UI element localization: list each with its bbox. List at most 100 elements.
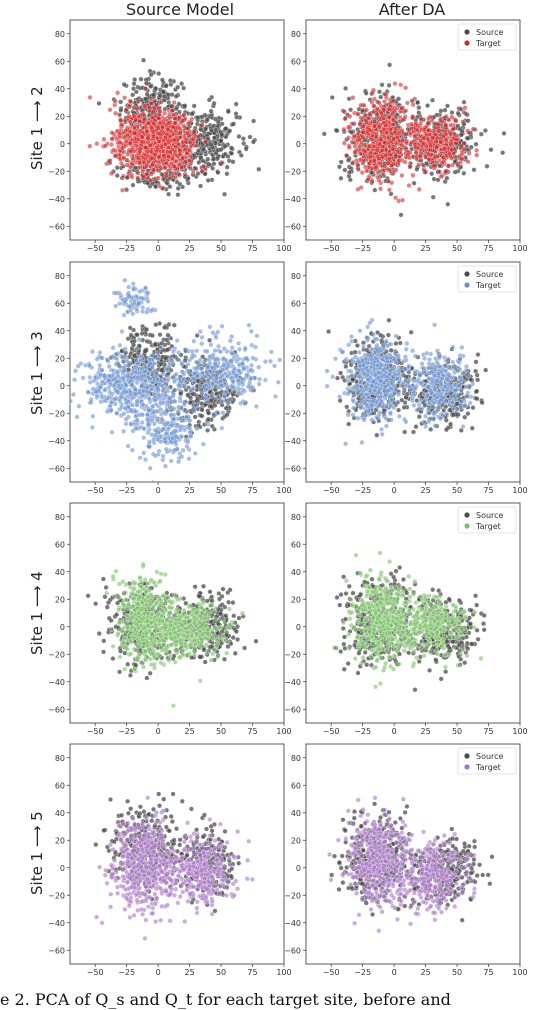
scatter-point bbox=[151, 167, 156, 173]
scatter-point bbox=[139, 331, 145, 336]
scatter-point bbox=[168, 458, 174, 464]
scatter-point bbox=[181, 376, 186, 382]
scatter-point bbox=[112, 153, 118, 159]
scatter-point bbox=[411, 180, 417, 186]
scatter-point bbox=[127, 119, 133, 125]
scatter-point bbox=[199, 413, 205, 419]
scatter-point bbox=[204, 370, 210, 376]
scatter-point bbox=[171, 164, 177, 169]
scatter-point bbox=[185, 121, 191, 127]
scatter-point bbox=[205, 421, 211, 427]
scatter-point bbox=[218, 383, 224, 388]
scatter-point bbox=[176, 350, 181, 355]
x-tick-label: 0 bbox=[392, 244, 397, 253]
scatter-point bbox=[97, 350, 103, 356]
scatter-point bbox=[171, 137, 177, 143]
x-tick-label: 50 bbox=[216, 486, 226, 495]
scatter-point bbox=[106, 373, 112, 379]
scatter-point bbox=[191, 338, 197, 344]
scatter-point bbox=[108, 142, 114, 148]
scatter-point bbox=[338, 370, 344, 376]
scatter-point bbox=[368, 170, 374, 176]
x-tick-label: 25 bbox=[184, 486, 194, 495]
scatter-point bbox=[155, 356, 161, 362]
scatter-point bbox=[114, 173, 120, 179]
scatter-point bbox=[160, 148, 166, 154]
scatter-point bbox=[438, 174, 444, 180]
scatter-point bbox=[147, 105, 152, 111]
scatter-point bbox=[461, 140, 467, 146]
scatter-point bbox=[139, 134, 145, 140]
scatter-point bbox=[137, 146, 143, 152]
scatter-point bbox=[123, 400, 129, 406]
scatter-point bbox=[349, 160, 355, 166]
x-tick-label: 100 bbox=[276, 244, 291, 253]
scatter-point bbox=[110, 345, 116, 351]
scatter-point bbox=[150, 333, 155, 338]
y-tick-label: −60 bbox=[48, 464, 65, 473]
scatter-point bbox=[176, 459, 182, 465]
scatter-point bbox=[200, 370, 205, 376]
scatter-point bbox=[120, 173, 126, 179]
scatter-point bbox=[179, 454, 185, 460]
scatter-point bbox=[141, 362, 147, 367]
scatter-point bbox=[181, 383, 186, 389]
scatter-point bbox=[453, 140, 459, 146]
scatter-point bbox=[229, 350, 235, 356]
scatter-point bbox=[367, 143, 372, 149]
scatter-point bbox=[500, 150, 506, 156]
scatter-point bbox=[195, 148, 201, 154]
scatter-point bbox=[382, 163, 388, 169]
scatter-point bbox=[430, 194, 436, 200]
scatter-point bbox=[363, 112, 369, 118]
scatter-point bbox=[243, 146, 249, 152]
scatter-point bbox=[193, 143, 199, 149]
scatter-point bbox=[376, 124, 382, 130]
scatter-point bbox=[189, 111, 195, 117]
scatter-point bbox=[126, 293, 132, 299]
y-tick-label: 60 bbox=[55, 299, 65, 308]
scatter-point bbox=[75, 363, 81, 369]
scatter-point bbox=[344, 404, 350, 410]
scatter-point bbox=[130, 156, 136, 161]
scatter-point bbox=[156, 154, 162, 160]
scatter-point bbox=[433, 139, 439, 145]
scatter-point bbox=[484, 163, 490, 169]
scatter-point bbox=[359, 140, 365, 146]
row-label-site-1-2: Site 1 ⟶ 2 bbox=[28, 86, 46, 170]
scatter-point bbox=[125, 443, 131, 449]
scatter-point bbox=[429, 171, 435, 177]
x-tick-label: 75 bbox=[247, 486, 257, 495]
scatter-point bbox=[397, 340, 403, 346]
scatter-point bbox=[148, 171, 154, 177]
scatter-point bbox=[390, 98, 396, 103]
scatter-point bbox=[145, 430, 151, 436]
scatter-point bbox=[210, 165, 216, 171]
y-tick-label: −20 bbox=[48, 409, 65, 418]
scatter-point bbox=[211, 135, 217, 141]
scatter-point bbox=[386, 82, 392, 88]
scatter-point bbox=[415, 145, 421, 151]
scatter-point bbox=[438, 108, 444, 114]
scatter-point bbox=[152, 397, 157, 403]
scatter-point bbox=[155, 125, 161, 131]
scatter-point bbox=[218, 349, 224, 355]
scatter-point bbox=[335, 375, 340, 381]
scatter-point bbox=[352, 349, 358, 355]
scatter-point bbox=[197, 329, 203, 335]
scatter-point bbox=[236, 378, 241, 384]
scatter-point bbox=[184, 444, 190, 450]
scatter-point bbox=[210, 381, 215, 386]
scatter-point bbox=[203, 126, 209, 132]
scatter-point bbox=[326, 329, 332, 334]
scatter-point bbox=[229, 345, 235, 351]
scatter-point bbox=[157, 108, 163, 114]
scatter-point bbox=[416, 110, 422, 116]
scatter-point bbox=[403, 85, 409, 91]
scatter-point bbox=[156, 163, 162, 169]
x-tick-label: 50 bbox=[216, 244, 226, 253]
scatter-point bbox=[127, 98, 133, 104]
scatter-point bbox=[208, 342, 214, 348]
scatter-point bbox=[133, 426, 138, 432]
